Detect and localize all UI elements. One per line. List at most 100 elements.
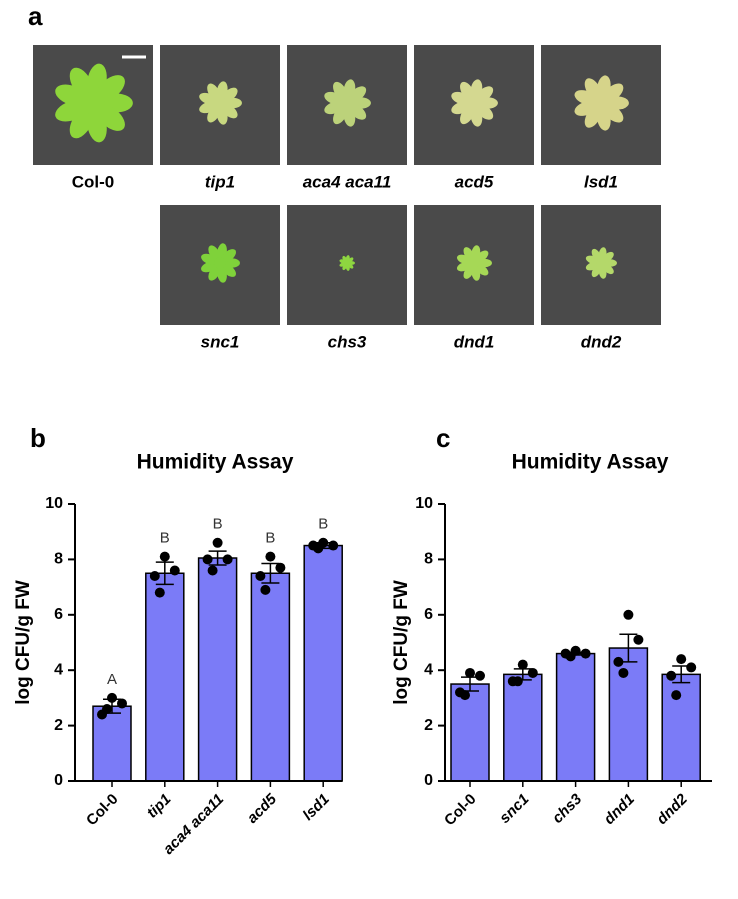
- data-point: [623, 609, 634, 620]
- data-point: [527, 667, 538, 678]
- photo-label: snc1: [201, 332, 240, 351]
- data-point: [633, 634, 644, 645]
- data-point: [618, 667, 629, 678]
- rosette-center: [596, 258, 606, 268]
- leaf: [333, 81, 348, 101]
- bar: [303, 544, 343, 782]
- leaf: [475, 250, 489, 263]
- leaf: [591, 248, 602, 262]
- panel-label: c: [436, 423, 450, 453]
- leaf: [342, 255, 348, 263]
- annotation: B: [265, 530, 275, 547]
- data-point: [154, 587, 165, 598]
- data-point: [260, 584, 271, 595]
- data-point: [265, 551, 276, 562]
- leaf: [603, 83, 624, 102]
- data-point: [212, 537, 223, 548]
- photo-label: chs3: [328, 332, 367, 351]
- leaf: [603, 104, 624, 123]
- photo-label: tip1: [205, 172, 235, 191]
- leaf: [348, 86, 367, 103]
- leaf: [221, 249, 236, 263]
- bar: [450, 683, 490, 782]
- leaf: [347, 263, 354, 269]
- y-tick-label: 10: [415, 495, 433, 512]
- rosette-center: [81, 91, 105, 115]
- leaf: [475, 263, 489, 276]
- leaf: [208, 245, 221, 261]
- x-tick-label: dnd1: [601, 791, 638, 828]
- data-point: [202, 554, 213, 565]
- data-point: [676, 654, 687, 665]
- x-tick-label: chs3: [549, 790, 586, 827]
- photo-label: aca4 aca11: [303, 172, 392, 191]
- rosette-center: [340, 96, 354, 110]
- leaf: [96, 75, 125, 102]
- data-point: [222, 554, 233, 565]
- y-axis-label: log CFU/g FW: [13, 580, 34, 705]
- data-point: [580, 648, 591, 659]
- error-bar: [155, 561, 174, 586]
- data-point: [666, 670, 677, 681]
- leaf: [221, 263, 236, 277]
- rosette-center: [467, 96, 481, 110]
- rosette-center: [468, 257, 480, 269]
- data-point: [102, 703, 112, 714]
- error-bar: [208, 550, 227, 566]
- x-tick-label: dnd2: [653, 790, 691, 828]
- data-point: [255, 571, 266, 582]
- annotation: A: [107, 671, 117, 688]
- data-point: [328, 540, 339, 551]
- bar: [555, 652, 596, 782]
- leaf: [96, 104, 125, 131]
- bar: [145, 572, 185, 782]
- leaf: [475, 86, 494, 103]
- chart-title: Humidity Assay: [137, 451, 294, 474]
- data-point: [686, 662, 697, 673]
- leaf: [221, 87, 238, 103]
- y-tick-label: 0: [54, 772, 63, 789]
- rosette-center: [214, 257, 226, 269]
- data-point: [207, 565, 218, 576]
- annotation: B: [318, 516, 328, 533]
- leaf: [460, 81, 475, 101]
- panel-label: b: [30, 423, 46, 453]
- x-tick-label: Col-0: [441, 791, 480, 830]
- data-point: [517, 659, 528, 670]
- data-point: [460, 690, 470, 701]
- y-tick-label: 10: [45, 495, 63, 512]
- leaf: [463, 247, 475, 262]
- bar: [503, 673, 543, 782]
- y-axis-label: log CFU/g FW: [391, 580, 412, 705]
- photo-label: dnd1: [454, 332, 495, 351]
- data-point: [475, 670, 485, 681]
- leaf: [221, 103, 238, 119]
- y-tick-label: 6: [54, 606, 63, 623]
- data-point: [149, 571, 160, 582]
- x-tick-label: snc1: [496, 791, 532, 827]
- leaf: [475, 103, 494, 120]
- y-tick-label: 6: [424, 606, 433, 623]
- data-point: [313, 543, 324, 554]
- leaf: [584, 78, 602, 101]
- y-tick-label: 8: [424, 551, 433, 568]
- annotation: B: [160, 530, 170, 547]
- y-tick-label: 2: [424, 717, 433, 734]
- photo-label: Col-0: [72, 172, 115, 191]
- data-point: [169, 565, 180, 576]
- bar: [661, 673, 701, 782]
- photo-label: dnd2: [581, 332, 622, 351]
- data-point: [565, 651, 576, 662]
- panel-label: a: [28, 1, 43, 31]
- bar: [197, 557, 238, 782]
- error-bar: [261, 562, 280, 584]
- data-point: [117, 698, 127, 709]
- data-point: [275, 562, 286, 573]
- x-tick-label: lsd1: [300, 791, 333, 824]
- data-point: [613, 656, 624, 667]
- x-tick-label: acd5: [244, 790, 281, 827]
- bar: [250, 572, 291, 782]
- x-tick-label: tip1: [144, 791, 175, 822]
- leaf: [602, 263, 614, 275]
